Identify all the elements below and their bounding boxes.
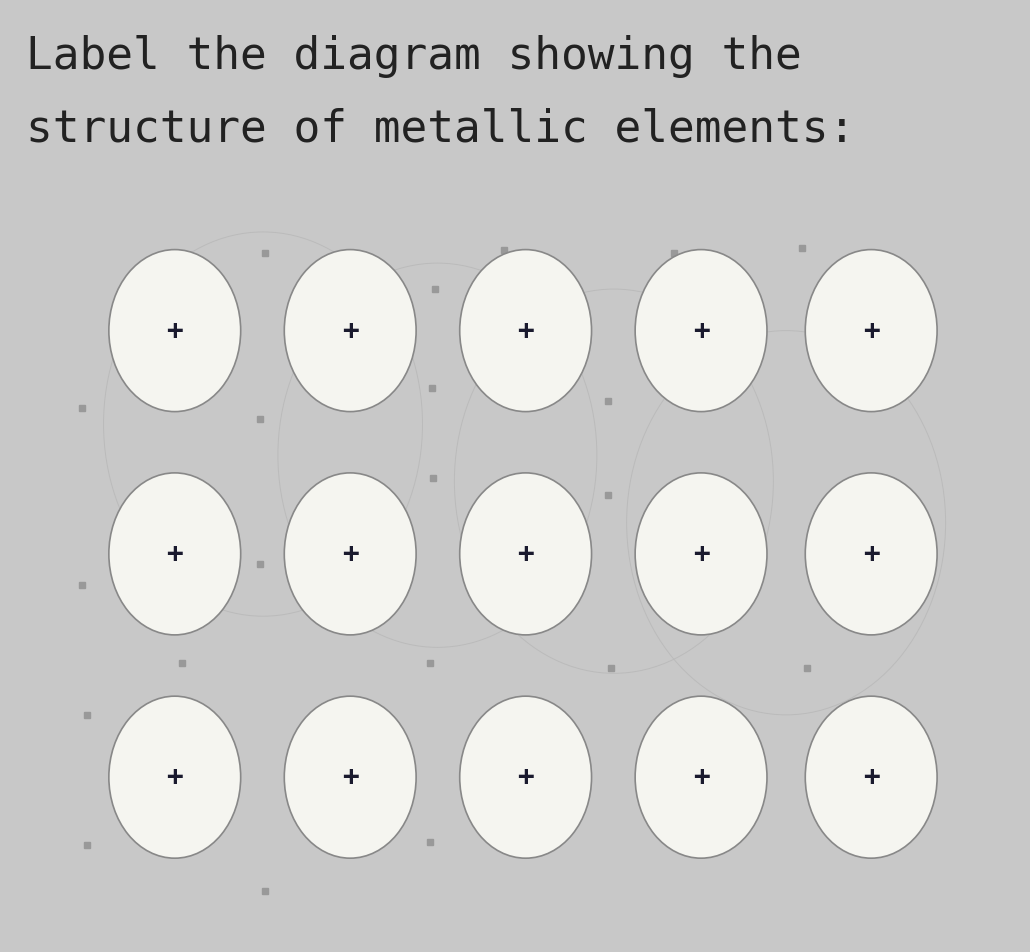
- Ellipse shape: [109, 249, 241, 411]
- Text: +: +: [693, 764, 710, 791]
- Text: Label the diagram showing the: Label the diagram showing the: [26, 34, 801, 78]
- Ellipse shape: [636, 473, 767, 635]
- Text: +: +: [342, 540, 358, 568]
- Ellipse shape: [459, 249, 591, 411]
- Text: +: +: [863, 540, 880, 568]
- Text: +: +: [517, 764, 534, 791]
- Text: +: +: [342, 764, 358, 791]
- Text: +: +: [167, 764, 183, 791]
- Ellipse shape: [284, 696, 416, 858]
- Text: +: +: [693, 317, 710, 345]
- Ellipse shape: [805, 473, 937, 635]
- Ellipse shape: [636, 696, 767, 858]
- Text: +: +: [517, 540, 534, 568]
- Text: structure of metallic elements:: structure of metallic elements:: [26, 108, 855, 150]
- Ellipse shape: [636, 249, 767, 411]
- Ellipse shape: [109, 473, 241, 635]
- Ellipse shape: [805, 249, 937, 411]
- Ellipse shape: [284, 249, 416, 411]
- Text: +: +: [863, 764, 880, 791]
- Text: +: +: [342, 317, 358, 345]
- Text: +: +: [693, 540, 710, 568]
- Text: +: +: [517, 317, 534, 345]
- Ellipse shape: [459, 473, 591, 635]
- Ellipse shape: [805, 696, 937, 858]
- Text: +: +: [863, 317, 880, 345]
- Text: +: +: [167, 540, 183, 568]
- Ellipse shape: [284, 473, 416, 635]
- Text: +: +: [167, 317, 183, 345]
- Ellipse shape: [459, 696, 591, 858]
- Ellipse shape: [109, 696, 241, 858]
